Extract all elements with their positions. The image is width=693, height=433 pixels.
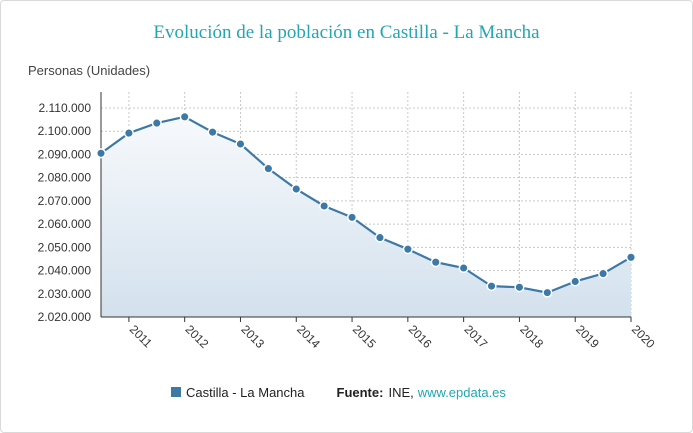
x-tick-label: 2017	[462, 322, 491, 351]
x-tick-label: 2015	[350, 322, 379, 351]
x-tick-label: 2012	[183, 322, 212, 351]
x-tick-label: 2020	[629, 322, 658, 351]
x-tick-label: 2011	[127, 322, 155, 350]
data-point[interactable]	[598, 268, 609, 279]
source-label: Fuente:	[336, 384, 384, 400]
x-tick-label: 2019	[573, 322, 602, 351]
data-point[interactable]	[291, 183, 302, 195]
data-point[interactable]	[374, 232, 385, 243]
data-point[interactable]	[347, 212, 358, 223]
x-tick-label: 2013	[238, 322, 267, 351]
data-point[interactable]	[151, 118, 162, 129]
data-point[interactable]	[263, 163, 274, 174]
x-tick-label: 2016	[406, 322, 435, 351]
y-tick-label: 2.070.000	[38, 194, 92, 208]
y-tick-label: 2.040.000	[38, 264, 92, 278]
y-tick-label: 2.100.000	[38, 124, 92, 138]
data-point[interactable]	[402, 244, 413, 255]
chart-title: Evolución de la población en Castilla - …	[153, 22, 540, 43]
y-tick-label: 2.050.000	[38, 240, 92, 254]
data-point[interactable]	[235, 138, 246, 150]
data-point[interactable]	[625, 252, 637, 263]
series-area	[101, 116, 631, 317]
y-tick-label: 2.090.000	[38, 147, 92, 161]
legend-swatch	[171, 387, 181, 397]
source-link[interactable]: www.epdata.es	[417, 384, 506, 400]
y-tick-label: 2.110.000	[39, 101, 92, 115]
data-point[interactable]	[179, 111, 190, 122]
y-tick-label: 2.080.000	[38, 171, 92, 185]
data-point[interactable]	[123, 128, 134, 139]
x-tick-label: 2018	[517, 322, 546, 351]
data-point[interactable]	[570, 276, 581, 287]
y-tick-label: 2.060.000	[38, 217, 92, 231]
chart-legend: Castilla - La Mancha Fuente: INE, www.ep…	[171, 383, 506, 401]
data-point[interactable]	[430, 257, 441, 268]
x-tick-label: 2014	[294, 322, 323, 351]
source-value: INE,	[388, 384, 414, 400]
data-point[interactable]	[486, 281, 497, 292]
y-tick-label: 2.020.000	[38, 310, 92, 324]
data-point[interactable]	[458, 262, 469, 274]
data-point[interactable]	[319, 200, 330, 212]
data-point[interactable]	[542, 287, 553, 298]
legend-series-label[interactable]: Castilla - La Mancha	[186, 384, 305, 400]
y-axis-label: Personas (Unidades)	[28, 63, 151, 78]
data-point[interactable]	[207, 127, 218, 138]
data-point[interactable]	[514, 282, 525, 293]
y-tick-label: 2.030.000	[38, 287, 92, 301]
data-point[interactable]	[95, 148, 107, 159]
